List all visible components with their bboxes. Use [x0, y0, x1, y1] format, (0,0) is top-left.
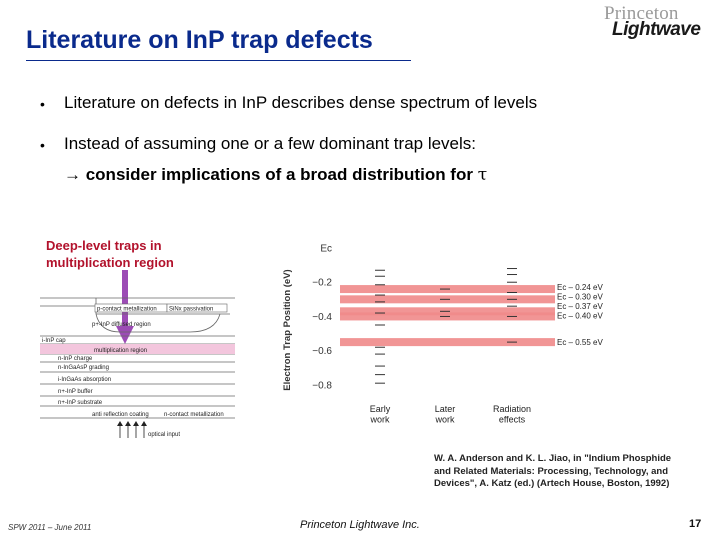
band-label: Ec – 0.30 eV: [557, 293, 603, 302]
y-tick-label: Ec: [320, 244, 332, 255]
callout-line-1: Deep-level traps in: [46, 238, 162, 253]
citation-line-2: and Related Materials: Processing, Techn…: [434, 465, 669, 477]
trap-level-chart: Electron Trap Position (eV) Ec −0.2 −0.4 −0…: [282, 244, 603, 425]
page-title: Literature on InP trap defects: [26, 26, 373, 54]
y-tick-label: −0.4: [312, 312, 332, 323]
category-label: effects: [499, 415, 526, 425]
layer-label: n+-InP buffer: [58, 389, 93, 395]
citation-line-1: W. A. Anderson and K. L. Jiao, in "Indiu…: [434, 453, 672, 464]
y-axis-label: Electron Trap Position (eV): [282, 269, 293, 390]
logo-lightwave: Lightwave: [612, 19, 701, 40]
callout-label: Deep-level traps in multiplication regio…: [46, 237, 174, 271]
y-tick-label: −0.8: [312, 380, 332, 391]
layer-label: n-InGaAsP grading: [58, 365, 109, 371]
layer-label: i-InP cap: [42, 338, 66, 344]
citation-line-3: Devices", A. Katz (ed.) (Artech House, B…: [434, 478, 670, 489]
layer-label: p+-InP diffused region: [92, 322, 151, 328]
bullet-text-2: Instead of assuming one or a few dominan…: [64, 134, 477, 153]
band-label: Ec – 0.37 eV: [557, 302, 603, 311]
citation: W. A. Anderson and K. L. Jiao, in "Indiu…: [434, 453, 671, 491]
device-cross-section: p-contact metallization SiNx passivation…: [40, 297, 235, 438]
layer-label: p-contact metallization: [97, 307, 157, 313]
title-underline: [26, 60, 411, 61]
layer-label: n+-InP substrate: [58, 400, 103, 406]
bullet-icon: •: [40, 137, 45, 153]
band-label: Ec – 0.55 eV: [557, 338, 603, 347]
band-label: Ec – 0.40 eV: [557, 312, 603, 321]
bullet-subline: → consider implications of a broad distr…: [64, 165, 487, 185]
logo-princeton: Princeton: [604, 3, 679, 24]
layer-label: multiplication region: [94, 348, 147, 354]
subline-text: → consider implications of a broad distr…: [64, 165, 478, 184]
category-label: Later: [435, 404, 456, 414]
layer-label: SiNx passivation: [169, 307, 213, 313]
footer-date: SPW 2011 – June 2011: [8, 523, 92, 532]
bullet-text-1: Literature on defects in InP describes d…: [64, 93, 538, 112]
category-label: Radiation: [493, 404, 531, 414]
layer-label: optical input: [148, 432, 180, 438]
layer-label: n-contact metallization: [164, 412, 224, 418]
highlight-band: [340, 338, 555, 347]
optical-input-arrows-icon: [119, 424, 145, 438]
callout-line-2: multiplication region: [46, 255, 174, 270]
tau-symbol: τ: [477, 165, 488, 185]
y-tick-label: −0.6: [312, 346, 332, 357]
category-label: work: [434, 415, 455, 425]
layer-label: i-InGaAs absorption: [58, 377, 111, 383]
layer-label: n-InP charge: [58, 356, 93, 362]
bullet-icon: •: [40, 96, 45, 112]
band-label: Ec – 0.24 eV: [557, 283, 603, 292]
category-label: work: [369, 415, 390, 425]
y-tick-label: −0.2: [312, 278, 332, 289]
callout-arrow-icon: [116, 270, 134, 344]
footer-company: Princeton Lightwave Inc.: [300, 519, 420, 531]
layer-label: anti reflection coating: [92, 412, 149, 418]
page-number: 17: [689, 518, 702, 530]
category-label: Early: [370, 404, 391, 414]
